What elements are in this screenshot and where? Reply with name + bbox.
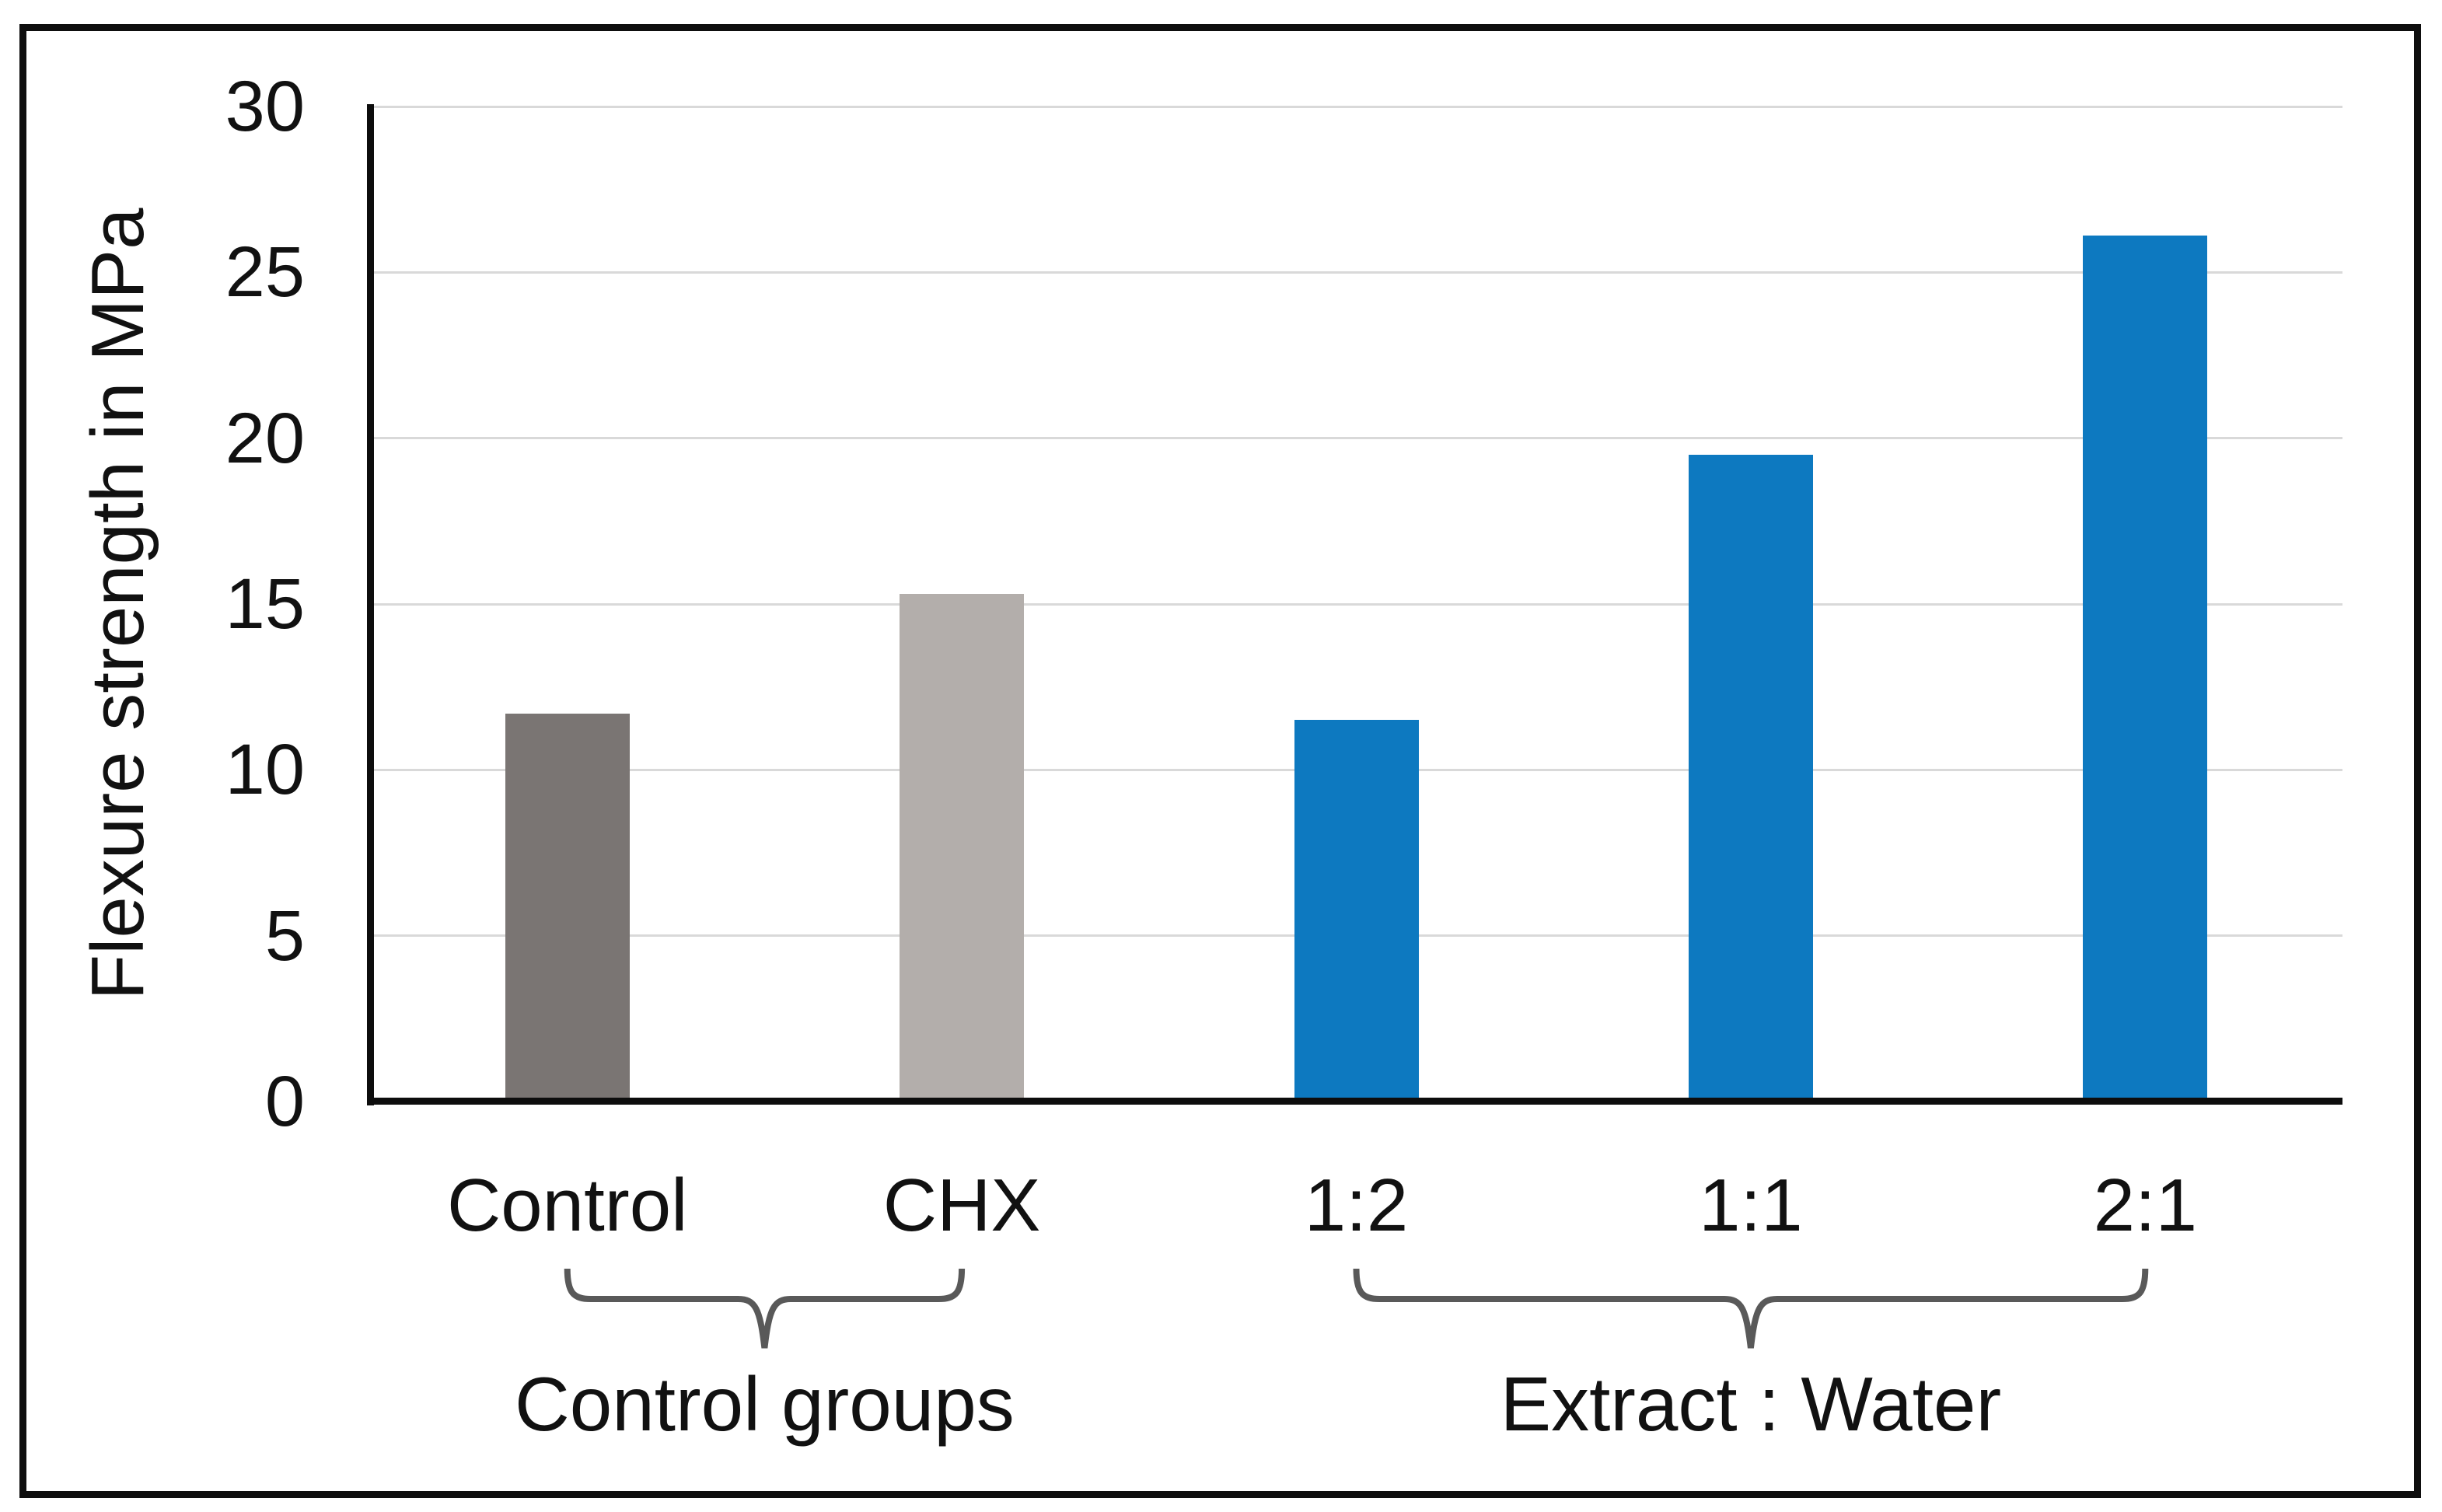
y-tick-label-0: 0 — [264, 1062, 305, 1141]
x-label-CHX: CHX — [882, 1164, 1041, 1247]
y-tick-label-15: 15 — [225, 564, 305, 644]
y-tick-label-5: 5 — [264, 896, 305, 976]
gridline-25 — [370, 271, 2342, 274]
y-tick-label-20: 20 — [225, 398, 305, 478]
group-label-0: Control groups — [514, 1361, 1015, 1447]
bar-2:1 — [2083, 236, 2208, 1102]
x-label-2:1: 2:1 — [2093, 1164, 2198, 1247]
bar-1:1 — [1688, 455, 1813, 1102]
x-label-1:1: 1:1 — [1699, 1164, 1803, 1247]
gridline-20 — [370, 437, 2342, 440]
x-axis-line — [367, 1098, 2342, 1105]
y-tick-label-25: 25 — [225, 232, 305, 313]
x-label-1:2: 1:2 — [1304, 1164, 1409, 1247]
y-axis-line — [367, 104, 374, 1105]
bar-CHX — [900, 594, 1025, 1102]
x-label-Control: Control — [446, 1164, 688, 1247]
bar-1:2 — [1294, 720, 1419, 1102]
y-tick-label-30: 30 — [225, 67, 305, 146]
group-label-1: Extract : Water — [1500, 1361, 2002, 1447]
chart-frame — [19, 24, 2421, 1498]
gridline-15 — [370, 602, 2342, 606]
y-tick-label-10: 10 — [225, 730, 305, 810]
bar-Control — [505, 713, 630, 1102]
gridline-30 — [370, 105, 2342, 108]
